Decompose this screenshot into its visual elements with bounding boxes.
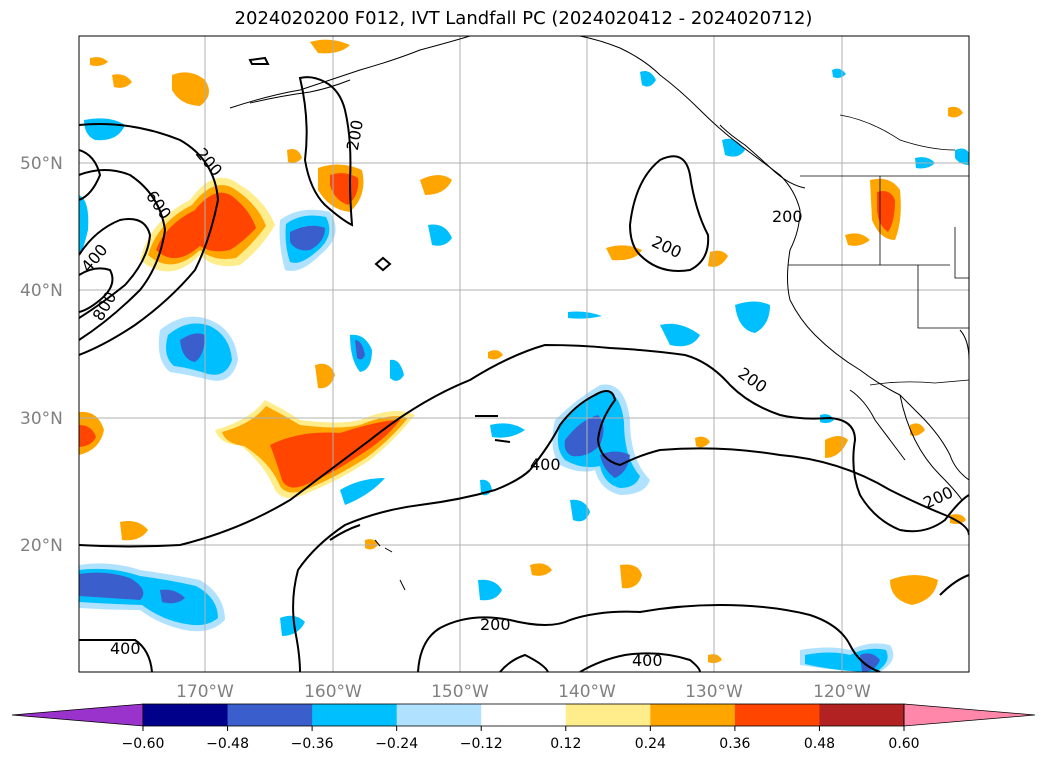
colorbar-segment [650,704,736,726]
colorbar-segments [11,703,1036,727]
colorbar-tick-label: −0.48 [206,736,249,752]
lat-label-40n: 40°N [20,281,63,301]
colorbar-segment [565,704,651,726]
latitude-labels: 50°N 40°N 30°N 20°N [20,154,63,556]
colorbar-tick-label: 0.12 [550,736,581,752]
negative-anomaly-fills [79,68,969,672]
colorbar-tick-label: 0.60 [888,736,919,752]
colorbar-tick-label: −0.60 [122,736,165,752]
colorbar-segment [819,704,905,726]
colorbar-segment [143,704,229,726]
colorbar-segment [227,704,313,726]
map-title: 2024020200 F012, IVT Landfall PC (202402… [234,8,813,29]
colorbar-segment [734,704,820,726]
positive-anomaly-fills [79,39,966,664]
colorbar-frame [142,703,905,727]
colorbar-tick-label: −0.24 [375,736,418,752]
colorbar-tick-label: −0.12 [460,736,503,752]
colorbar-extend-max [903,703,1036,727]
colorbar: −0.60 −0.48 −0.36 −0.24 −0.12 0.12 0.24 0.36 0.4… [11,703,1036,752]
contour-lines [79,56,969,672]
lat-label-30n: 30°N [20,409,63,429]
lon-label-160w: 160°W [304,682,362,702]
lat-label-20n: 20°N [20,536,63,556]
colorbar-tick-label: −0.36 [291,736,334,752]
colorbar-segment [396,704,482,726]
graticule [79,36,969,672]
map-frame [78,35,970,673]
colorbar-tick-label: 0.48 [804,736,835,752]
contour-label: 400 [110,639,141,658]
colorbar-ticks: −0.60 −0.48 −0.36 −0.24 −0.12 0.12 0.24 0.36 0.4… [122,726,920,752]
contour-label: 400 [530,455,561,474]
political-borders [788,114,969,386]
lon-label-130w: 130°W [685,682,743,702]
contour-label: 400 [632,651,663,670]
colorbar-tick-label: 0.24 [635,736,666,752]
lat-label-50n: 50°N [20,154,63,174]
lon-label-170w: 170°W [176,682,234,702]
colorbar-extend-min [11,703,144,727]
lon-label-120w: 120°W [813,682,871,702]
colorbar-segment [312,704,398,726]
lon-label-140w: 140°W [558,682,616,702]
colorbar-segment [481,704,567,726]
colorbar-tick-label: 0.36 [719,736,750,752]
lon-label-150w: 150°W [431,682,489,702]
contour-label: 200 [772,207,803,226]
longitude-labels: 170°W 160°W 150°W 140°W 130°W 120°W [176,682,871,702]
contour-label: 200 [480,615,511,634]
